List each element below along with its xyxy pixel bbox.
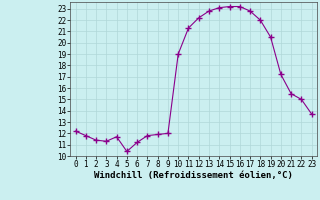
X-axis label: Windchill (Refroidissement éolien,°C): Windchill (Refroidissement éolien,°C) (94, 171, 293, 180)
